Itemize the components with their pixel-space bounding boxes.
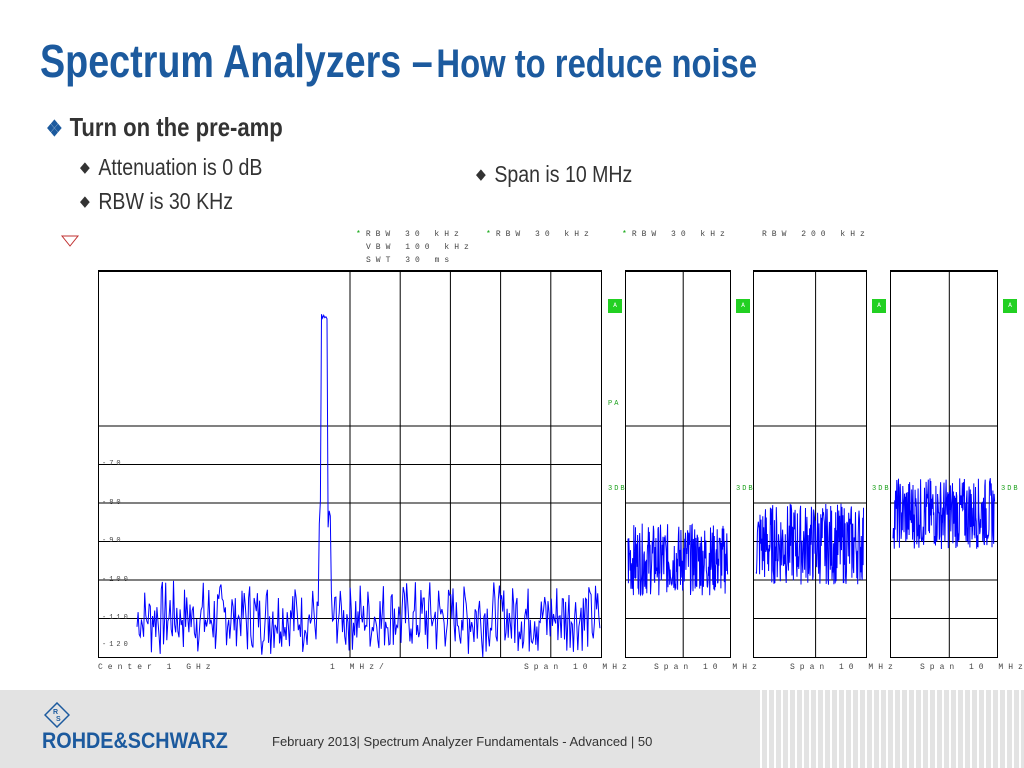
rs-small-logo-icon [60, 235, 80, 247]
y-tick-label: -80 [102, 499, 124, 507]
span-label: Span 10 MHz [920, 663, 1024, 672]
bullet-main: ❖ Turn on the pre-amp [46, 112, 283, 143]
title-main: Spectrum Analyzers – [40, 35, 433, 87]
center-frequency-label: Center 1 GHz [98, 663, 216, 672]
title-sub: How to reduce noise [436, 42, 758, 86]
sub-bullet-rbw: ◆ RBW is 30 KHz [80, 188, 233, 215]
trace-a-label: A [1003, 299, 1017, 313]
main-spectrum-plot [98, 270, 602, 658]
span-label: Span 10 MHz [524, 663, 632, 672]
footer-text: February 2013| Spectrum Analyzer Fundame… [272, 734, 653, 749]
y-tick-label: -110 [102, 614, 131, 622]
diamond-bullet-icon: ◆ [80, 159, 90, 176]
spectrum-trace [892, 478, 996, 550]
diamond-bullet-icon: ◆ [476, 166, 486, 183]
footer-stripes [760, 690, 1024, 768]
y-tick-label: -120 [102, 641, 131, 649]
trace-a-label: A [872, 299, 886, 313]
footer-bar [0, 690, 1024, 768]
panel4-settings-rbw: RBW 200 kHz [762, 230, 870, 239]
per-division-label: 1 MHz/ [330, 663, 389, 672]
sub-bullet-attenuation: ◆ Attenuation is 0 dB [80, 154, 262, 181]
y-tick-label: -90 [102, 537, 124, 545]
plot-3-svg [754, 272, 866, 657]
sub-bullet-text: RBW is 30 KHz [98, 188, 234, 214]
spectrum-trace [627, 523, 729, 597]
panel2-settings-rbw: *RBW 30 kHz [486, 230, 594, 239]
trace-a-label: A [736, 299, 750, 313]
spectrum-trace [136, 314, 601, 657]
panel3-settings-rbw: *RBW 30 kHz [622, 230, 730, 239]
rohde-schwarz-logo-icon: R S [44, 702, 70, 728]
sub-bullet-text: Span is 10 MHz [494, 161, 633, 187]
star-bullet-icon: ❖ [46, 116, 63, 141]
bullet-main-text: Turn on the pre-amp [69, 112, 283, 142]
slide-title: Spectrum Analyzers – How to reduce noise [40, 34, 757, 88]
spectrum-trace [755, 503, 864, 585]
pa-label: PA [608, 400, 621, 408]
brand-name: ROHDE&SCHWARZ [42, 728, 228, 753]
sub-bullet-text: Attenuation is 0 dB [98, 154, 263, 180]
panel3-spectrum-plot [753, 270, 867, 658]
main-settings-rbw: *RBW 30 kHz [356, 230, 464, 239]
plot-main-svg [99, 272, 601, 657]
diamond-bullet-icon: ◆ [80, 193, 90, 210]
y-tick-label: -70 [102, 460, 124, 468]
plot-4-svg [891, 272, 997, 657]
y-tick-label: -100 [102, 576, 131, 584]
span-label: Span 10 MHz [790, 663, 898, 672]
main-settings-swt: SWT 30 ms [366, 256, 455, 265]
sub-bullet-span: ◆ Span is 10 MHz [476, 161, 632, 188]
main-settings-vbw: VBW 100 kHz [366, 243, 474, 252]
plot-2-svg [626, 272, 730, 657]
db-label: 3DB [608, 485, 627, 493]
panel2-spectrum-plot [625, 270, 731, 658]
db-label: 3DB [1001, 485, 1020, 493]
db-label: 3DB [736, 485, 755, 493]
span-label: Span 10 MHz [654, 663, 762, 672]
panel4-spectrum-plot [890, 270, 998, 658]
logo-letter-s: S [56, 716, 61, 723]
trace-a-label: A [608, 299, 622, 313]
db-label: 3DB [872, 485, 891, 493]
logo-letter-r: R [53, 709, 58, 716]
